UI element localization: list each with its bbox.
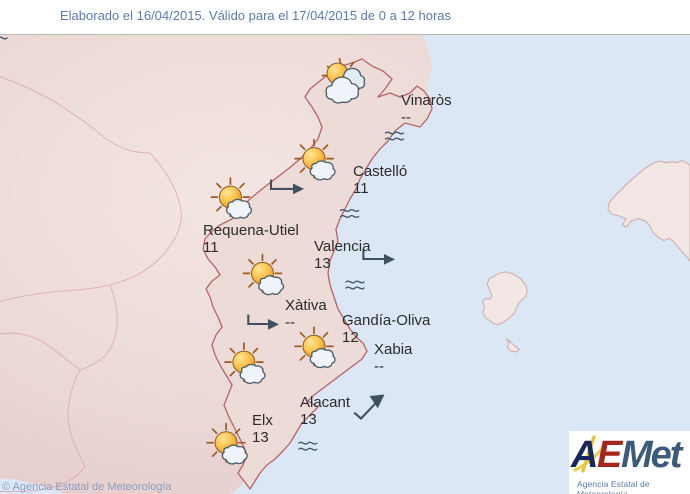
svg-text:A: A: [570, 434, 596, 476]
svg-text:Met: Met: [621, 434, 684, 476]
svg-text:E: E: [597, 434, 624, 476]
